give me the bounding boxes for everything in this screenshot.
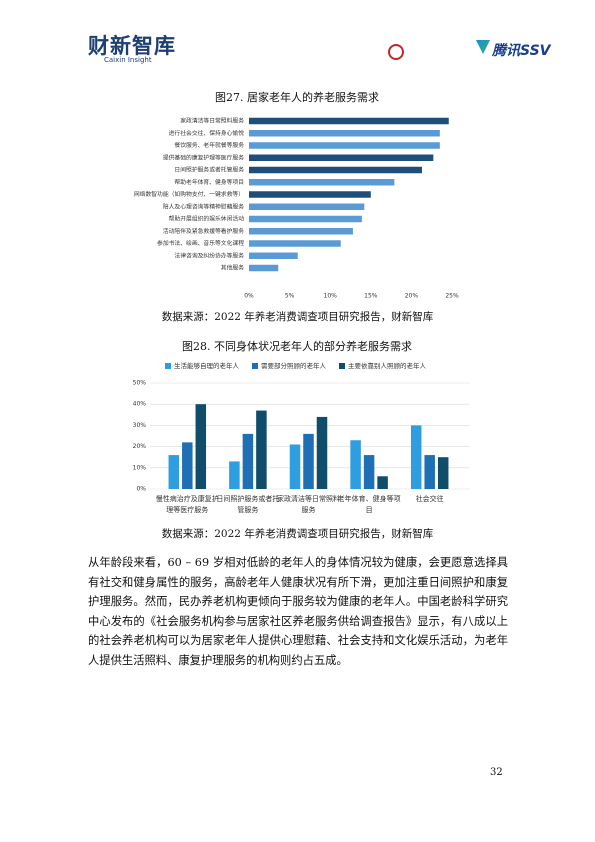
y-tick-label: 餐饮服务、老年就餐等服务 xyxy=(174,141,244,149)
bar xyxy=(249,252,298,259)
bar xyxy=(316,416,328,489)
bar xyxy=(249,179,395,186)
y-tick-label: 50% xyxy=(133,380,147,387)
bar xyxy=(256,410,267,489)
x-tick-label: 15% xyxy=(364,293,378,300)
legend-swatch xyxy=(339,363,345,369)
x-tick-label: 老年体育、健身等项目 xyxy=(337,495,401,514)
bar xyxy=(303,433,314,489)
y-tick-label: 30% xyxy=(133,422,147,429)
legend-swatch xyxy=(252,363,258,369)
y-tick-label: 帮助开展组织的娱乐休闲活动 xyxy=(169,215,245,223)
logo-sub: Caixin Insight xyxy=(104,56,152,64)
legend-swatch xyxy=(165,363,171,369)
body-text: 从年龄段来看，60 – 69 岁相对低龄的老年人的身体情况较为健康，会更愿意选择… xyxy=(88,556,508,667)
bar xyxy=(168,455,180,489)
x-tick-label: 20% xyxy=(405,293,419,300)
bar xyxy=(249,264,279,272)
y-tick-label: 活动陪伴及紧急救援等看护服务 xyxy=(163,227,244,235)
bar xyxy=(377,476,388,489)
bar xyxy=(363,455,375,489)
y-tick-label: 参加书法、绘画、音乐等文化课程 xyxy=(157,239,244,247)
bar xyxy=(195,404,207,489)
x-tick-label: 10% xyxy=(324,293,338,300)
x-tick-label: 社会交往 xyxy=(415,495,444,503)
y-tick-label: 40% xyxy=(133,401,147,408)
x-tick-label: 慢性病治疗及康复护理等医疗服务 xyxy=(155,495,219,514)
bar xyxy=(249,130,440,137)
source: 数据来源：2022 年养老消费调查项目研究报告，财新智库 xyxy=(161,528,434,540)
logo: 财新智库 xyxy=(88,34,176,58)
x-tick-label: 5% xyxy=(285,293,295,300)
y-tick-label: 20% xyxy=(133,443,147,450)
bar xyxy=(182,442,193,489)
bar xyxy=(249,203,365,210)
partner: 腾讯SSV xyxy=(492,43,551,59)
y-tick-label: 陪人及心理咨询等精神慰藉服务 xyxy=(163,202,244,210)
y-tick-label: 10% xyxy=(133,464,147,471)
y-tick-label: 网络数智功能（如购物支付、一键求救等） xyxy=(134,190,244,198)
y-tick-label: 其他服务 xyxy=(221,264,244,272)
bar xyxy=(249,154,434,161)
bar xyxy=(249,142,440,149)
bar xyxy=(350,440,361,489)
legend-label: 主要依靠别人照顾的老年人 xyxy=(348,361,427,370)
x-tick-label: 0% xyxy=(244,293,254,300)
bar xyxy=(229,461,240,489)
legend-label: 需要部分照顾的老年人 xyxy=(261,361,327,370)
y-tick-label: 家政清洁等日常照料服务 xyxy=(180,117,244,125)
bar xyxy=(249,191,371,198)
partner-icon xyxy=(388,44,404,60)
y-tick-label: 日间照护服务或者托管服务 xyxy=(174,166,244,174)
x-tick-label: 25% xyxy=(445,293,459,300)
bar xyxy=(249,228,353,235)
bar xyxy=(249,166,422,174)
y-tick-label: 帮助老年体育、健身等项目 xyxy=(174,178,244,186)
bar xyxy=(410,425,422,489)
bar xyxy=(437,457,449,489)
legend-label: 生活能够自理的老年人 xyxy=(174,361,240,370)
x-tick-label: 日间照护服务或者托管服务 xyxy=(216,495,280,514)
bar xyxy=(242,433,254,489)
bar xyxy=(289,444,301,489)
bar xyxy=(249,215,362,223)
bar xyxy=(249,117,449,125)
y-tick-label: 进行社会交往、保持身心愉悦 xyxy=(169,129,245,137)
bar xyxy=(249,240,341,247)
y-tick-label: 法律咨询及纠纷协办等服务 xyxy=(174,251,244,259)
chart-title: 图27. 居家老年人的养老服务需求 xyxy=(215,90,379,104)
chart-title: 图28. 不同身体状况老年人的部分养老服务需求 xyxy=(182,339,412,353)
source: 数据来源：2022 年养老消费调查项目研究报告，财新智库 xyxy=(161,311,434,323)
y-tick-label: 提供基础的康复护理等医疗服务 xyxy=(163,153,244,161)
page-number: 32 xyxy=(490,767,503,778)
x-tick-label: 家政清洁等日常照料服务 xyxy=(277,495,340,514)
y-tick-label: 0% xyxy=(136,486,146,493)
bar xyxy=(424,455,435,489)
